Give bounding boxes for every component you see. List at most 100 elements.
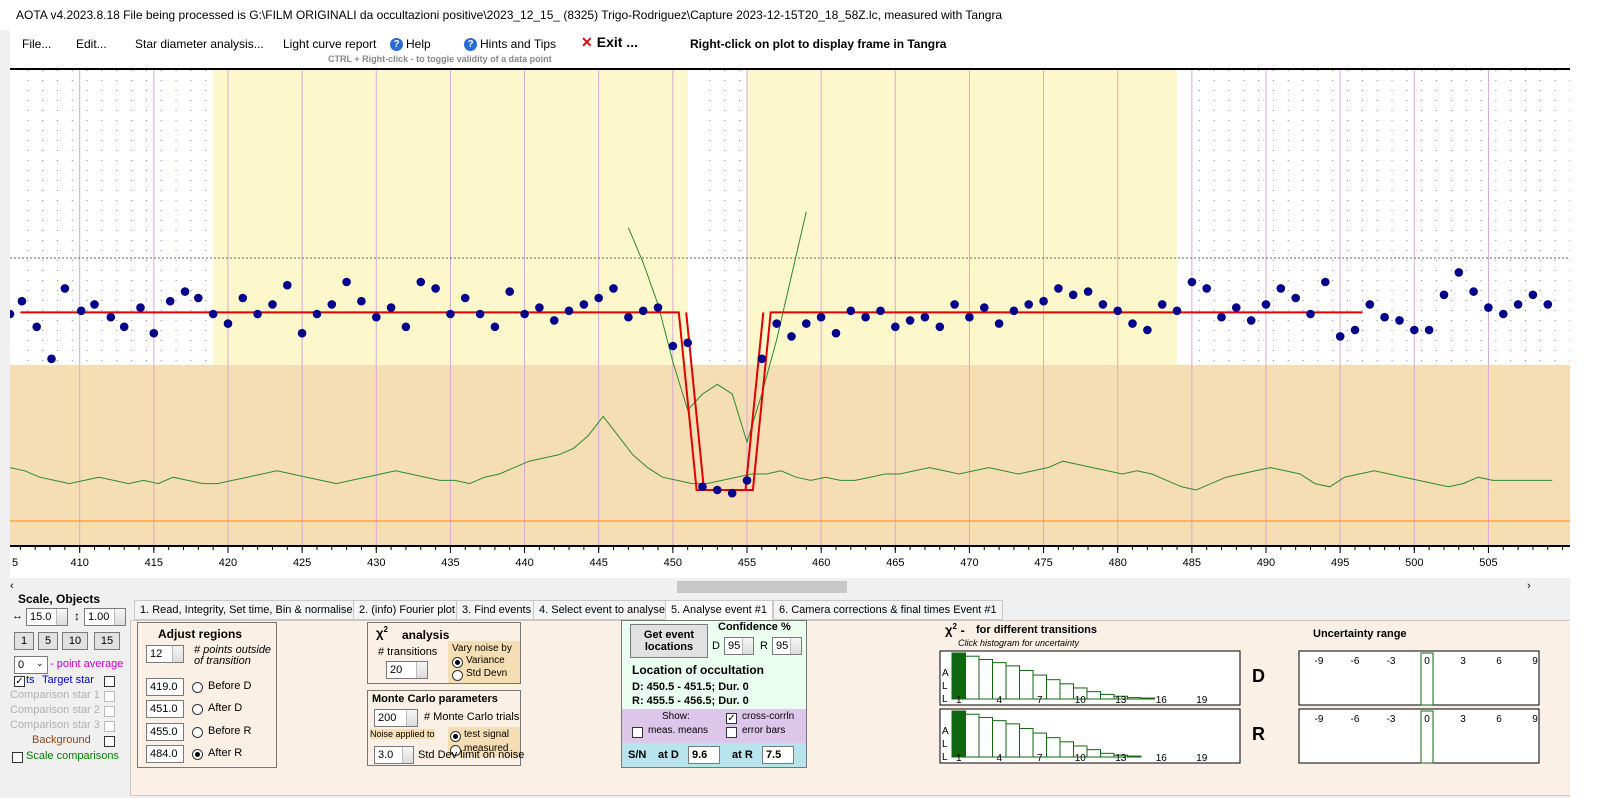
data-point: [149, 328, 159, 338]
comp-star-3-checkbox[interactable]: [104, 721, 115, 732]
x-tick-label: 5: [12, 557, 18, 569]
transitions-input[interactable]: 20: [386, 661, 428, 679]
tab-analyse-event[interactable]: 5. Analyse event #1: [665, 600, 774, 620]
get-event-locations-button[interactable]: Get event locations: [630, 624, 708, 658]
background-checkbox[interactable]: [104, 736, 115, 747]
data-point: [1276, 284, 1286, 293]
hist-r-bar: [965, 713, 980, 758]
uncertainty-tick: 3: [1460, 656, 1466, 667]
data-point: [1499, 309, 1508, 319]
points-outside-input[interactable]: 12: [146, 645, 184, 663]
data-point: [1187, 277, 1197, 287]
menu-help-label: Help: [406, 37, 431, 51]
after-r-radio[interactable]: [192, 749, 203, 760]
scale-5-button[interactable]: 5: [38, 632, 58, 650]
plot-scrollbar[interactable]: ‹ ›: [10, 578, 1570, 596]
tab-camera-corrections[interactable]: 6. Camera corrections & final times Even…: [773, 600, 1003, 620]
error-bars-checkbox[interactable]: [726, 727, 737, 738]
uncertainty-tick: 9: [1532, 656, 1538, 667]
menu-edit[interactable]: Edit...: [76, 37, 107, 51]
data-point: [327, 300, 337, 309]
hist-all-letter: A: [942, 726, 949, 737]
after-d-radio[interactable]: [192, 704, 203, 715]
light-curve-plot[interactable]: 5 410 415 420 425 430 435 440 445 450 455 460 465 470…: [10, 68, 1570, 578]
comp-star-2-checkbox[interactable]: [104, 706, 115, 717]
data-point: [10, 309, 15, 319]
data-point: [460, 293, 470, 303]
after-d-value[interactable]: 451.0: [146, 700, 184, 718]
tab-fourier[interactable]: 2. (info) Fourier plot: [353, 600, 461, 620]
data-point: [980, 303, 989, 312]
points-outside-label: # points outside of transition: [194, 644, 272, 667]
data-point: [372, 312, 381, 322]
x-tick-label: 415: [145, 557, 163, 569]
x-tick-label: 485: [1183, 557, 1201, 569]
before-r-value[interactable]: 455.0: [146, 723, 184, 741]
after-r-value[interactable]: 484.0: [146, 745, 184, 763]
comp-star-2-label: Comparison star 2: [10, 704, 100, 716]
sn-at-r-value: 7.5: [762, 746, 794, 764]
scale-1-button[interactable]: 1: [14, 632, 34, 650]
uncertainty-tick: 3: [1460, 714, 1466, 725]
uncertainty-tick: -6: [1351, 714, 1360, 725]
menu-hints[interactable]: ? Hints and Tips: [464, 37, 557, 52]
data-point: [1439, 290, 1449, 300]
data-point: [446, 309, 455, 319]
measured-radio[interactable]: [450, 745, 461, 756]
point-average-select[interactable]: 0: [14, 656, 48, 674]
target-star-show-checkbox[interactable]: ✓: [14, 676, 25, 687]
monte-carlo-trials-input[interactable]: 200: [374, 709, 418, 727]
comp-star-1-checkbox[interactable]: [104, 691, 115, 702]
tab-read[interactable]: 1. Read, Integrity, Set time, Bin & norm…: [134, 600, 359, 620]
menu-exit[interactable]: ✕ Exit ...: [581, 34, 638, 51]
confidence-r-input[interactable]: 95: [772, 637, 802, 655]
scroll-thumb[interactable]: [677, 581, 847, 593]
chi-hist-d[interactable]: ALL 1 4 7 10 13 16 19: [930, 650, 1242, 706]
chi2-analysis-panel: χ2 analysis # transitions 20 Vary noise …: [367, 622, 521, 684]
x-tick-label: 490: [1257, 557, 1275, 569]
cross-corrln-checkbox[interactable]: ✓: [726, 713, 737, 724]
meas-means-label: meas. means: [648, 725, 709, 736]
data-point: [742, 476, 752, 485]
before-r-radio[interactable]: [192, 727, 203, 738]
menu-hints-label: Hints and Tips: [480, 37, 557, 51]
test-signal-radio[interactable]: [450, 731, 461, 742]
data-point: [297, 328, 307, 338]
menu-file[interactable]: File...: [22, 37, 52, 51]
std-devn-radio[interactable]: [452, 670, 463, 681]
h-scale-input[interactable]: 15.0: [26, 608, 68, 626]
data-point: [668, 341, 678, 351]
chevron-down-icon: ⌄: [36, 658, 44, 668]
error-bars-label: error bars: [742, 725, 786, 736]
v-scale-input[interactable]: 1.00: [84, 608, 126, 626]
scroll-left-icon[interactable]: ‹: [10, 580, 14, 592]
hist-all-letter: A: [942, 668, 949, 679]
target-star-checkbox[interactable]: [104, 676, 115, 687]
tab-select-event[interactable]: 4. Select event to analyse: [533, 600, 671, 620]
menu-light-curve-report[interactable]: Light curve report: [283, 37, 377, 51]
data-point: [1484, 303, 1493, 312]
scale-comparisons-checkbox[interactable]: [12, 752, 23, 763]
before-d-radio[interactable]: [192, 682, 203, 693]
measured-label: measured: [464, 743, 509, 754]
tab-find-events[interactable]: 3. Find events: [456, 600, 538, 620]
menu-help[interactable]: ? Help: [390, 37, 431, 52]
sd-limit-input[interactable]: 3.0: [374, 746, 414, 764]
before-d-value[interactable]: 419.0: [146, 678, 184, 696]
chi-hist-r[interactable]: ALL 1 4 7 10 13 16 19: [930, 708, 1242, 764]
scale-10-button[interactable]: 10: [62, 632, 88, 650]
x-tick-label: 445: [590, 557, 608, 569]
variance-radio[interactable]: [452, 657, 463, 668]
menu-star-diameter[interactable]: Star diameter analysis...: [135, 37, 264, 51]
data-point: [624, 312, 633, 322]
uncertainty-tick: -3: [1387, 714, 1396, 725]
data-point: [136, 303, 145, 312]
data-point: [594, 293, 603, 303]
adjust-regions-panel: Adjust regions 12 # points outside of tr…: [137, 622, 277, 768]
meas-means-checkbox[interactable]: [632, 727, 643, 738]
scale-15-button[interactable]: 15: [94, 632, 120, 650]
data-point: [1054, 284, 1063, 293]
scroll-right-icon[interactable]: ›: [1527, 580, 1531, 592]
data-point: [490, 322, 500, 332]
confidence-d-input[interactable]: 95: [724, 637, 754, 655]
